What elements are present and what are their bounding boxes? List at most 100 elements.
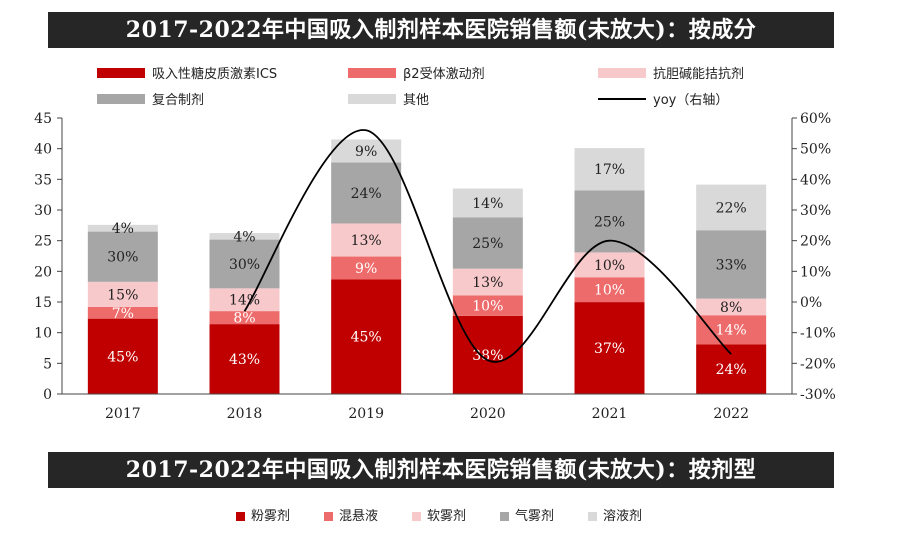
second-legend-item-5: 溶液剂: [588, 506, 642, 528]
data-label-2017-3: 15%: [107, 287, 138, 303]
y-right-tick-label: -20%: [800, 356, 836, 372]
legend-swatch-4: [97, 94, 145, 104]
y-right-tick-label: 20%: [800, 234, 831, 250]
data-label-2021-4: 25%: [594, 214, 625, 230]
bar-segment-2019-2: [331, 256, 402, 280]
data-label-2017-2: 7%: [112, 306, 134, 322]
y-right-tick-label: -10%: [800, 326, 836, 342]
bar-segment-2020-5: [452, 188, 523, 218]
data-label-2020-4: 25%: [472, 236, 503, 252]
second-legend-item-4: 气雾剂: [500, 506, 554, 528]
second-legend-label: 溶液剂: [603, 509, 643, 524]
data-label-2018-5: 4%: [233, 229, 255, 245]
bar-segment-2019-1: [331, 279, 402, 394]
bar-segment-2022-2: [696, 315, 767, 345]
data-label-2018-1: 43%: [229, 352, 260, 368]
x-tick-label: 2017: [105, 406, 141, 422]
legend-swatch-1: [97, 68, 145, 78]
data-label-2018-3: 14%: [229, 293, 260, 309]
bar-segment-2020-4: [452, 217, 523, 269]
data-label-2020-5: 14%: [472, 196, 503, 212]
second-legend-swatch: [500, 512, 509, 521]
legend-swatch-5: [348, 94, 396, 104]
bar-segment-2018-1: [209, 324, 280, 394]
second-legend-label: 混悬液: [339, 509, 379, 524]
chart-axes: 0 5 10 15 20 25 30 35 40 45 -30% -20% -10% 0% 10% 20% 30…: [34, 111, 836, 422]
second-legend-label: 气雾剂: [515, 509, 555, 524]
bar-segment-2018-2: [209, 311, 280, 325]
y-left-tick-label: 15: [34, 295, 52, 311]
y-right-tick-label: 50%: [800, 142, 831, 158]
y-right-tick-label: 40%: [800, 172, 831, 188]
legend-swatch-3: [598, 68, 646, 78]
legend-label-5: 其他: [403, 93, 429, 108]
data-label-2019-3: 13%: [351, 233, 382, 249]
data-label-2021-3: 10%: [594, 258, 625, 274]
second-legend-swatch: [412, 512, 421, 521]
y-right-tick-label: 10%: [800, 264, 831, 280]
bar-segment-2020-2: [452, 295, 523, 316]
bar-segment-2017-1: [87, 318, 158, 394]
legend-label-2: β2受体激动剂: [403, 67, 485, 82]
second-legend-item-2: 混悬液: [324, 506, 378, 528]
second-chart-legend: 粉雾剂 混悬液 软雾剂 气雾剂 溶液剂: [0, 506, 904, 528]
legend-swatch-2: [348, 68, 396, 78]
legend-label-3: 抗胆碱能拮抗剂: [653, 67, 744, 82]
bar-segment-2022-1: [696, 344, 767, 394]
data-label-2021-5: 17%: [594, 162, 625, 178]
data-label-2017-5: 4%: [112, 221, 134, 237]
y-left-tick-label: 10: [34, 326, 52, 342]
bar-segment-2021-5: [574, 148, 645, 191]
y-right-tick-label: -30%: [800, 387, 836, 403]
second-legend-swatch: [236, 512, 245, 521]
bar-segment-2021-2: [574, 277, 645, 303]
x-tick-label: 2020: [470, 406, 506, 422]
second-legend-item-3: 软雾剂: [412, 506, 466, 528]
second-legend-swatch: [588, 512, 597, 521]
bar-segment-2020-3: [452, 268, 523, 296]
bar-segment-2019-4: [331, 162, 402, 224]
data-label-2021-2: 10%: [594, 283, 625, 299]
data-label-2018-2: 8%: [233, 311, 255, 327]
legend-label-yoy: yoy（右轴）: [653, 93, 728, 108]
y-left-tick-label: 45: [34, 111, 52, 127]
bar-segment-2021-1: [574, 302, 645, 394]
y-right-tick-label: 30%: [800, 203, 831, 219]
y-left-tick-label: 5: [43, 356, 52, 372]
data-label-2019-5: 9%: [355, 144, 377, 160]
y-left-tick-label: 35: [34, 172, 52, 188]
yoy-line: [243, 129, 732, 363]
y-left-tick-label: 20: [34, 264, 52, 280]
data-label-2022-4: 33%: [716, 257, 747, 273]
legend-label-4: 复合制剂: [152, 93, 204, 108]
data-label-2020-2: 10%: [472, 299, 503, 315]
data-label-2022-1: 24%: [716, 362, 747, 378]
data-label-2019-2: 9%: [355, 261, 377, 277]
bar-segment-2022-5: [696, 184, 767, 231]
data-label-2017-1: 45%: [107, 349, 138, 365]
second-legend-label: 软雾剂: [427, 509, 467, 524]
data-label-2018-4: 30%: [229, 257, 260, 273]
x-tick-label: 2022: [713, 406, 749, 422]
chart-title-banner: 2017-2022年中国吸入制剂样本医院销售额(未放大)：按成分: [48, 12, 834, 48]
y-left-tick-label: 30: [34, 203, 52, 219]
bar-segment-2022-4: [696, 230, 767, 299]
x-tick-label: 2019: [348, 406, 384, 422]
second-legend-label: 粉雾剂: [251, 509, 291, 524]
second-legend-item-1: 粉雾剂: [236, 506, 290, 528]
second-legend-swatch: [324, 512, 333, 521]
data-label-2022-2: 14%: [716, 323, 747, 339]
bar-segment-2017-3: [87, 281, 158, 307]
yoy-line-layer: [243, 129, 732, 363]
data-label-2022-3: 8%: [720, 300, 742, 316]
x-tick-label: 2021: [592, 406, 628, 422]
data-label-2019-4: 24%: [351, 186, 382, 202]
data-label-2020-3: 13%: [472, 275, 503, 291]
bar-segment-2019-3: [331, 223, 402, 257]
bar-segment-2021-4: [574, 190, 645, 253]
bar-segment-2017-2: [87, 306, 158, 319]
legend-label-1: 吸入性糖皮质激素ICS: [152, 66, 277, 82]
data-label-2017-4: 30%: [107, 250, 138, 266]
